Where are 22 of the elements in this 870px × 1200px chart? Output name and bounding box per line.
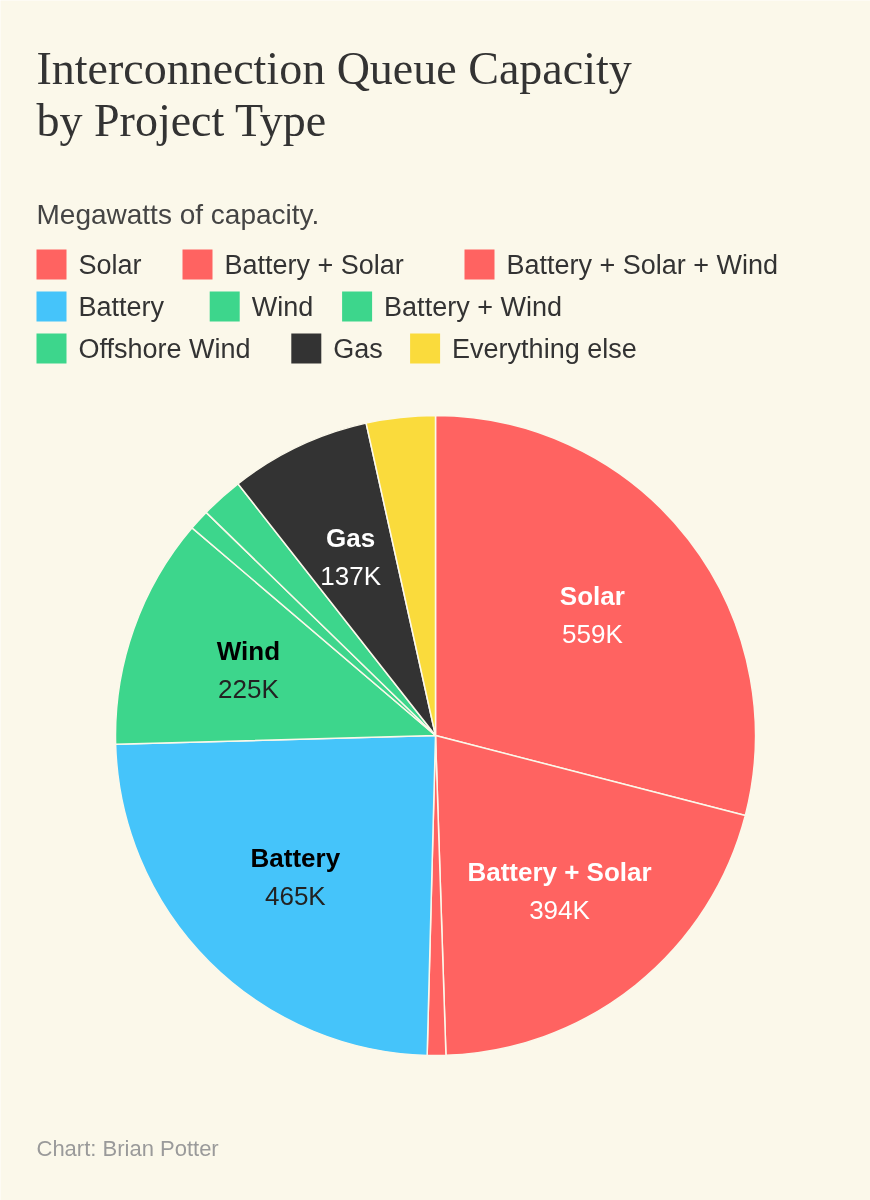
slice-label: Solar	[559, 581, 625, 612]
legend-label: Wind	[251, 291, 314, 322]
data-label: 559K	[562, 619, 624, 650]
legend-label: Battery	[78, 291, 165, 322]
slice-label: Battery	[250, 842, 341, 873]
legend-label: Battery + Solar	[224, 249, 404, 280]
legend-label: Solar	[78, 249, 142, 280]
legend-label: Offshore Wind	[78, 333, 251, 364]
slice-label: Battery + Solar	[467, 857, 652, 888]
legend-label: Battery + Solar + Wind	[506, 249, 779, 280]
legend-label: Gas	[333, 333, 383, 364]
legend-label: Everything else	[452, 333, 637, 364]
data-label: 465K	[264, 880, 327, 911]
chart-title: Interconnection Queue Capacity by Project Type	[36, 43, 632, 146]
text: Chart: Brian Potter	[36, 1136, 219, 1161]
slice-label: Gas	[326, 523, 376, 554]
data-label: 394K	[529, 895, 591, 926]
legend-label: Battery + Wind	[384, 291, 562, 322]
data-label: 225K	[218, 674, 280, 705]
chart-subtitle: Megawatts of capacity.	[36, 199, 320, 230]
data-label: 137K	[320, 561, 382, 592]
slice-label: Wind	[216, 636, 281, 667]
